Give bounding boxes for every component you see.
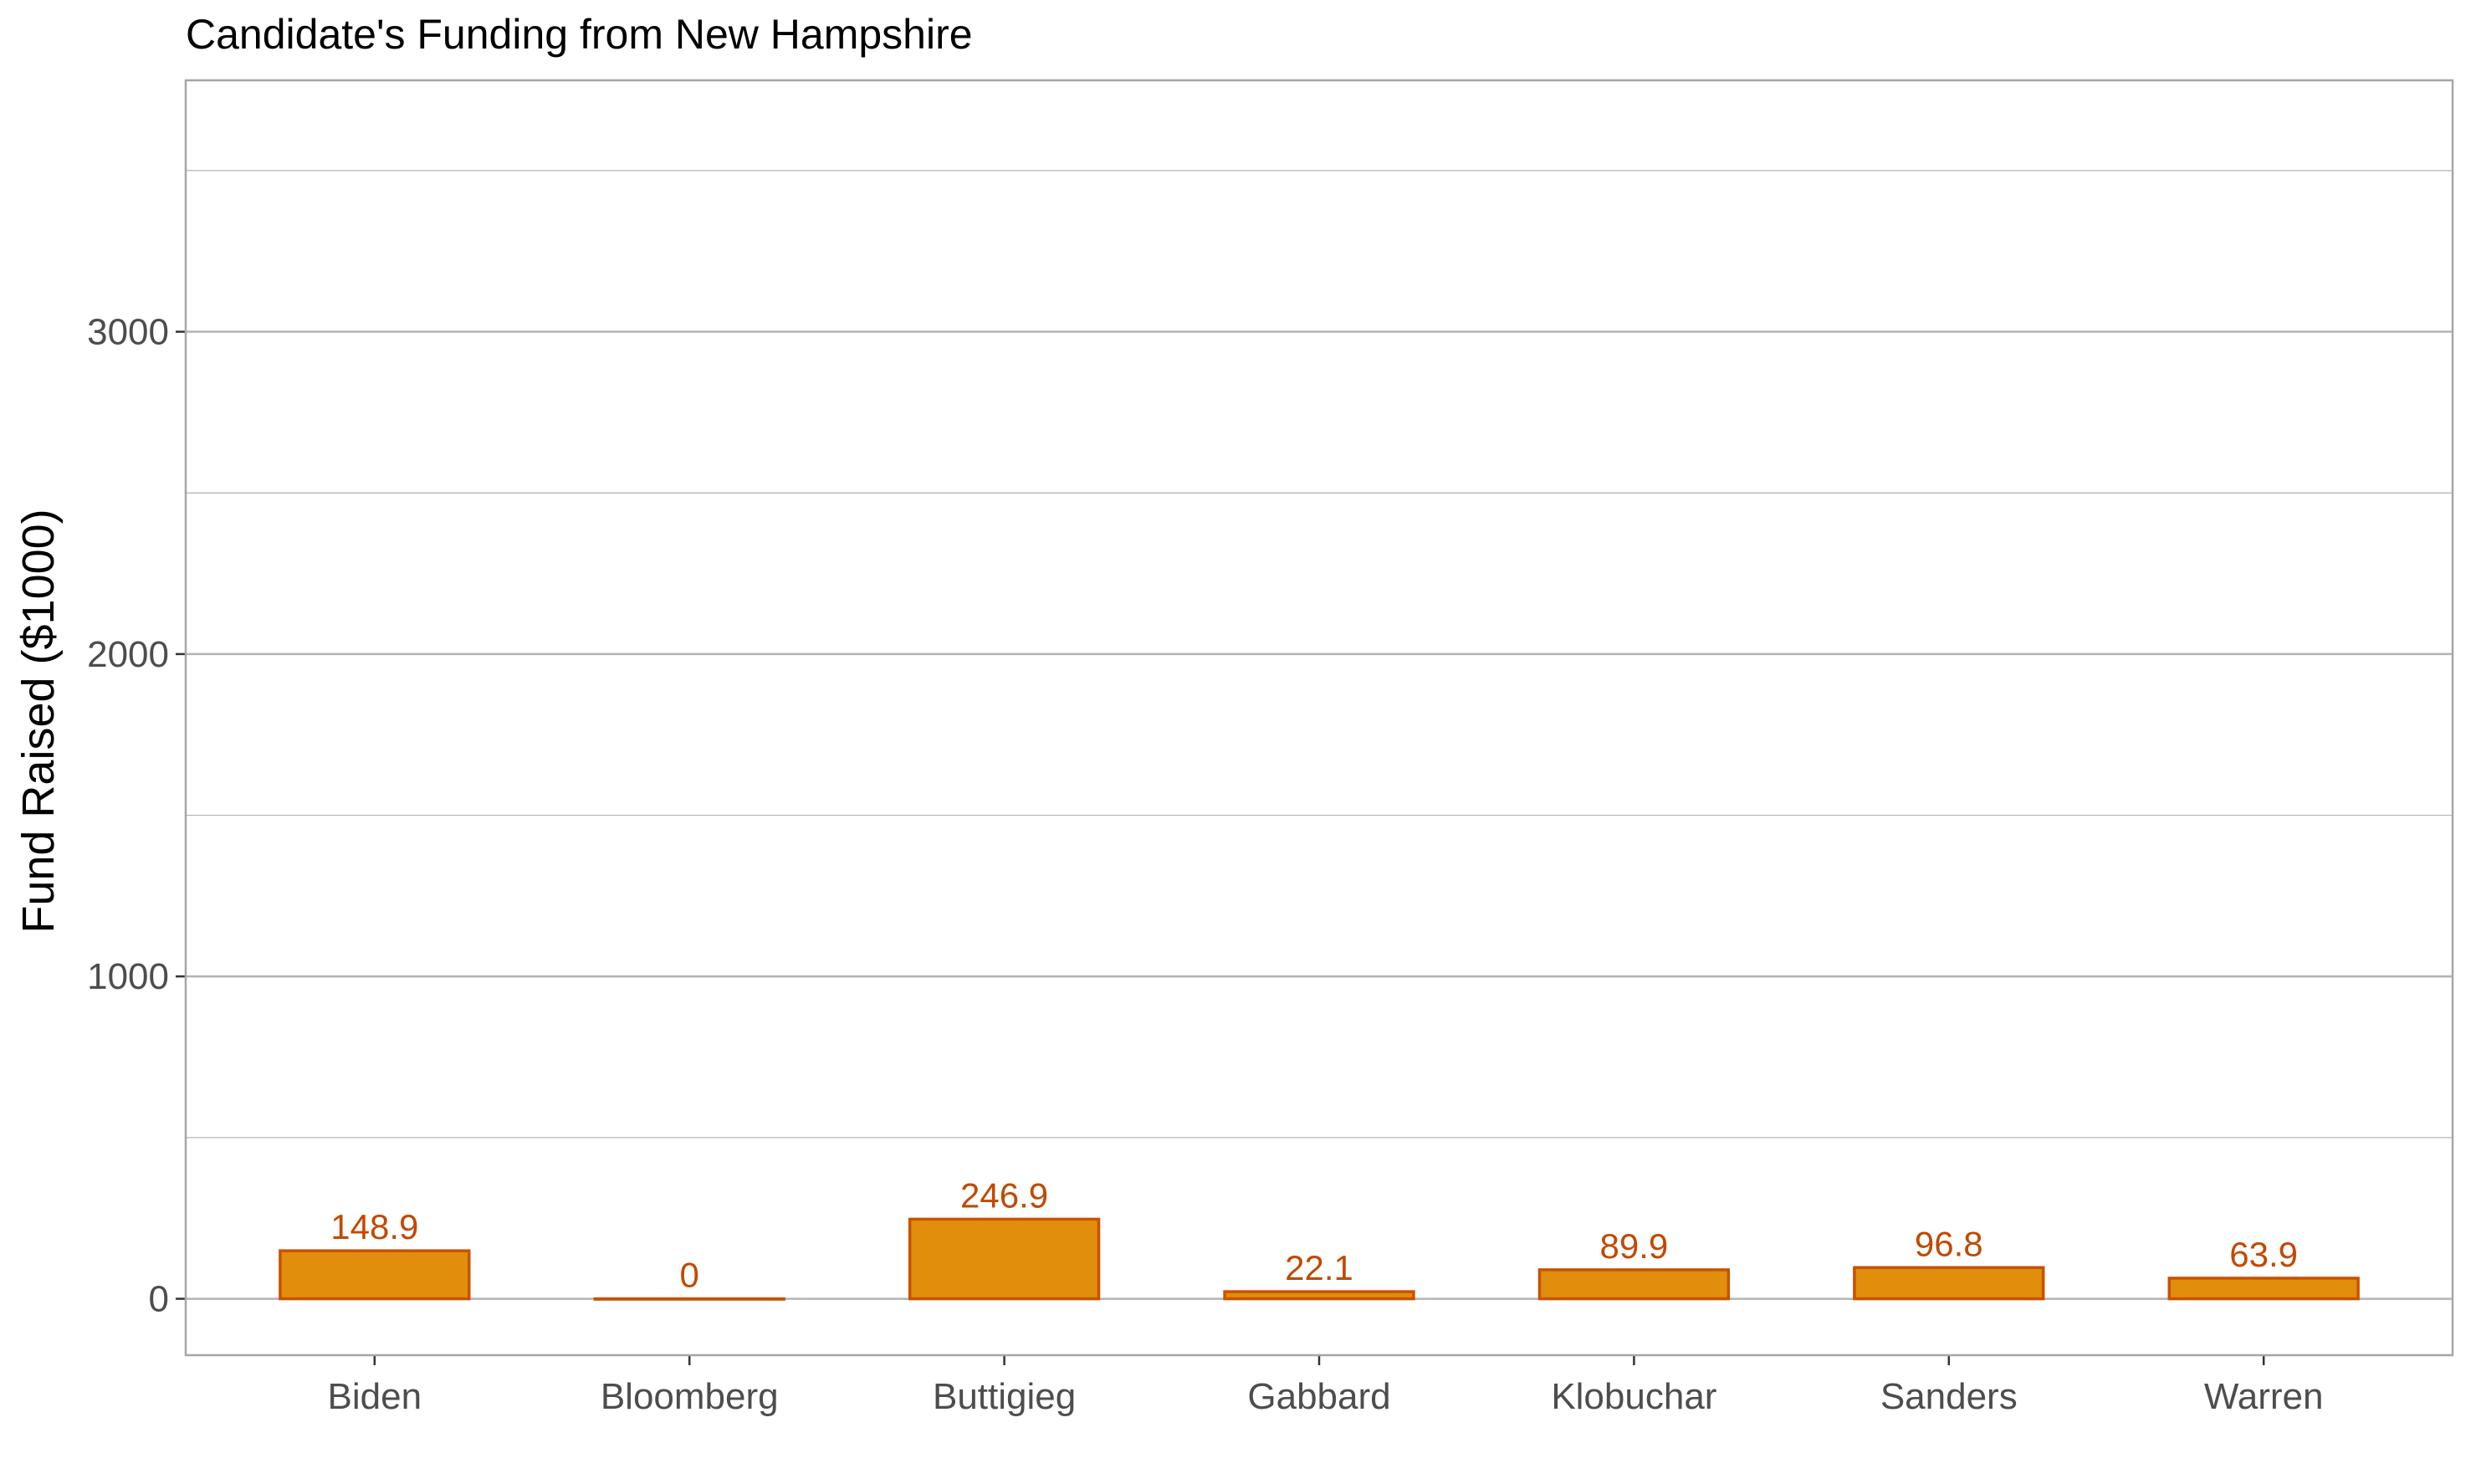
bar-gabbard [1223,1290,1415,1301]
x-tick-label: Gabbard [1247,1376,1390,1417]
y-axis-ticks: 0 1000 2000 3000 [87,312,186,1320]
x-tick-label: Klobuchar [1551,1376,1716,1417]
bar-biden [279,1249,471,1301]
bar-klobuchar [1537,1268,1731,1301]
y-tick-label: 2000 [87,634,169,675]
bar-buttigieg [908,1217,1101,1301]
data-label-sanders: 96.8 [1915,1224,1983,1263]
data-labels: 148.9 0 246.9 22.1 89.9 96.8 63.9 [330,1175,2298,1294]
data-label-biden: 148.9 [330,1207,418,1246]
bar-warren [2167,1277,2360,1301]
x-axis-ticks: Biden Bloomberg Buttigieg Gabbard Klobuchar S… [328,1355,2324,1417]
data-label-gabbard: 22.1 [1285,1248,1353,1287]
x-tick-label: Biden [328,1376,422,1417]
y-tick-label: 1000 [87,956,169,997]
data-label-buttigieg: 246.9 [960,1175,1048,1215]
y-tick-label: 3000 [87,312,169,353]
data-label-bloomberg: 0 [680,1256,699,1295]
x-tick-label: Bloomberg [601,1376,779,1417]
x-tick-label: Warren [2204,1376,2324,1417]
y-axis-label: Fund Raised ($1000) [13,509,64,933]
chart-title: Candidate's Funding from New Hampshire [186,11,973,58]
y-tick-label: 0 [149,1279,169,1320]
x-tick-label: Sanders [1880,1376,2018,1417]
data-label-klobuchar: 89.9 [1600,1226,1669,1266]
gridlines [186,170,2453,1300]
bar-bloomberg [593,1297,785,1301]
x-tick-label: Buttigieg [933,1376,1076,1417]
data-label-warren: 63.9 [2229,1235,2298,1274]
bar-sanders [1853,1266,2045,1301]
panel-border [184,79,2454,1357]
bars [279,1217,2360,1301]
